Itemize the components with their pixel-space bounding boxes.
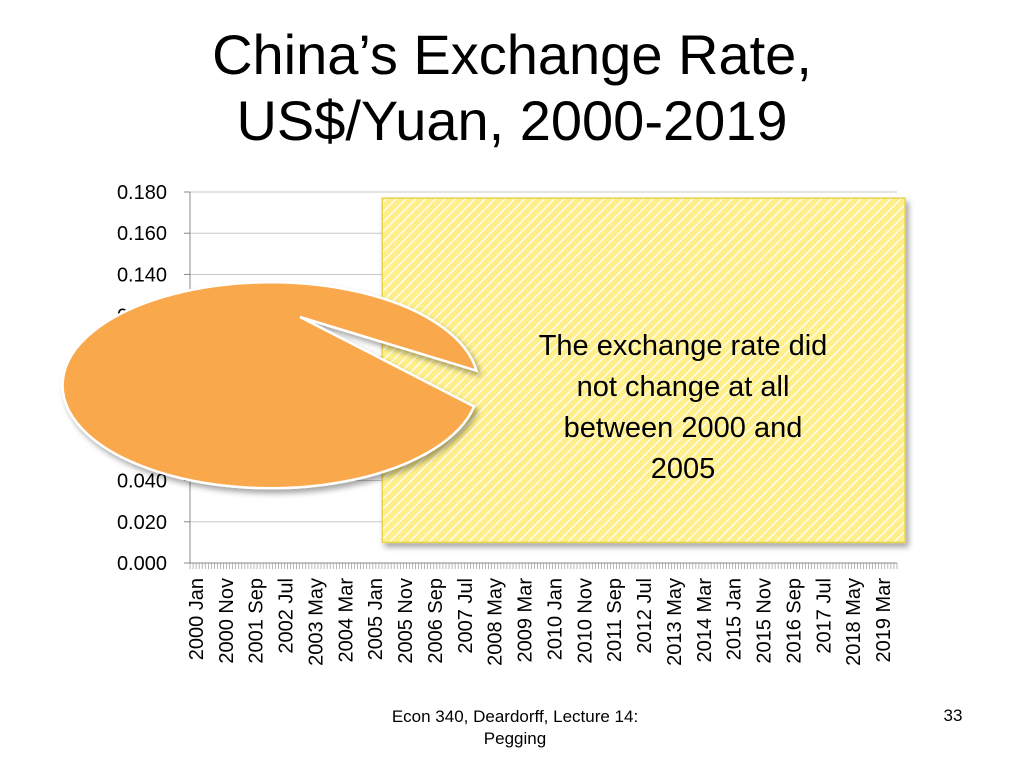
x-tick-label: 2005 Jan (365, 578, 387, 660)
x-tick-label: 2000 Nov (216, 578, 238, 664)
y-tick-label: 0.180 (117, 182, 167, 204)
slide-footer: Econ 340, Deardorff, Lecture 14: Pegging (345, 706, 685, 750)
y-tick-label: 0.140 (117, 264, 167, 286)
overlay-layer (61, 197, 906, 544)
x-tick-label: 2008 May (485, 578, 507, 666)
callout-text: The exchange rate did not change at all … (538, 330, 828, 485)
y-tick-label: 0.160 (117, 223, 167, 245)
x-tick-label: 2016 Sep (783, 578, 805, 664)
y-tick-label: 0.040 (117, 471, 167, 493)
slide-title: China’s Exchange Rate, US$/Yuan, 2000-20… (0, 22, 1024, 154)
x-tick-label: 2015 Nov (754, 578, 776, 664)
x-tick-label: 2006 Sep (425, 578, 447, 664)
x-tick-label: 2007 Jul (455, 578, 477, 654)
x-tick-label: 2010 Jan (544, 578, 566, 660)
x-tick-label: 2014 Mar (694, 578, 716, 663)
y-tick-label: 0.020 (117, 512, 167, 534)
x-tick-label: 2000 Jan (186, 578, 208, 660)
x-tick-label: 2018 May (843, 578, 865, 666)
x-tick-label: 2003 May (305, 578, 327, 666)
x-axis (189, 192, 898, 569)
x-tick-label: 2011 Sep (604, 578, 626, 662)
x-tick-label: 2010 Nov (574, 578, 596, 664)
title-line-2: US$/Yuan, 2000-2019 (236, 89, 788, 152)
footer-line-2: Pegging (483, 729, 547, 748)
x-tick-label: 2001 Sep (246, 578, 268, 664)
x-tick-label: 2009 Mar (515, 578, 537, 663)
x-tick-label: 2002 Jul (276, 578, 298, 654)
x-tick-label: 2019 Mar (873, 578, 895, 663)
x-tick-label: 2004 Mar (335, 578, 357, 663)
x-tick-label: 2012 Jul (634, 578, 656, 654)
x-tick-label: 2013 May (664, 578, 686, 666)
x-tick-label: 2015 Jan (724, 578, 746, 660)
page-number: 33 (943, 706, 963, 725)
x-tick-label: 2005 Nov (395, 578, 417, 664)
x-tick-label: 2017 Jul (813, 578, 835, 654)
x-axis-labels: 2000 Jan 2000 Nov 2001 Sep 2002 Jul 2003 May… (186, 578, 895, 666)
y-tick-label: 0.000 (117, 553, 167, 575)
title-line-1: China’s Exchange Rate, (212, 23, 812, 86)
callout-bubble (61, 280, 479, 490)
footer-line-1: Econ 340, Deardorff, Lecture 14: (391, 707, 639, 726)
